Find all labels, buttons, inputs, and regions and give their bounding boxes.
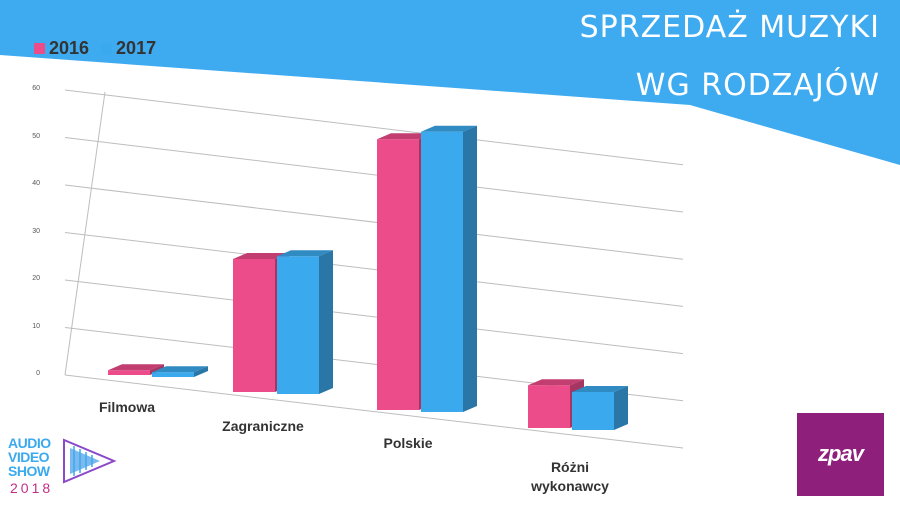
bar-side-2017-1 [319, 250, 333, 394]
bar-2017-2 [421, 131, 463, 412]
bar-2016-2 [377, 139, 419, 410]
gridline-40 [64, 184, 684, 260]
bar-2017-0 [152, 372, 194, 377]
bar-side-2017-2 [463, 125, 477, 412]
bar-top-2017-2 [421, 125, 477, 132]
chart-legend: 2016 2017 [34, 38, 156, 59]
avs-logo-line-1: AUDIO [8, 435, 51, 451]
category-label-rozni-wykonawcy: Różni wykonawcy [500, 458, 640, 496]
legend-item-2016: 2016 [34, 38, 89, 59]
bar-2016-3 [528, 385, 570, 428]
avs-logo-line-3: SHOW [8, 463, 50, 479]
gridline-50 [64, 137, 684, 213]
category-label-rozni-line1: Różni [550, 459, 590, 475]
slide-title-line-1: SPRZEDAŻ MUZYKI [579, 10, 880, 45]
category-label-polskie: Polskie [383, 435, 433, 451]
gridline-0 [64, 374, 684, 449]
bar-top-2017-3 [572, 386, 628, 392]
gridline-30 [64, 232, 684, 307]
bar-2017-1 [277, 256, 319, 394]
bar-2016-1 [233, 259, 275, 392]
avs-logo-line-2: VIDEO [8, 449, 50, 465]
audio-video-show-logo: AUDIO VIDEO SHOW 2018 [8, 434, 128, 498]
y-tick-label-30: 30 [32, 227, 40, 235]
y-tick-label-40: 40 [32, 180, 40, 187]
category-label-rozni-line2: wykonawcy [531, 478, 609, 494]
y-tick-label-10: 10 [32, 322, 40, 330]
y-tick-label-60: 60 [32, 85, 40, 92]
zpav-logo: zpav [797, 413, 884, 496]
y-tick-label-50: 50 [32, 132, 40, 140]
bar-top-2017-1 [277, 250, 333, 257]
legend-swatch-2017 [101, 43, 113, 54]
category-label-zagraniczne: Zagraniczne [222, 418, 304, 434]
y-axis-wall-line [64, 91, 106, 376]
bar-2017-3 [572, 392, 614, 430]
blue-background-shape [0, 0, 900, 165]
bar-top-2016-3 [528, 379, 584, 386]
bar-top-2016-1 [233, 253, 289, 259]
avs-logo-year: 2018 [10, 480, 54, 496]
bar-top-2016-2 [377, 133, 433, 140]
bar-side-2017-0 [194, 366, 208, 377]
play-triangle-icon [63, 438, 117, 484]
gridline-20 [64, 279, 684, 355]
legend-item-2017: 2017 [101, 38, 156, 59]
legend-label-2017: 2017 [116, 38, 157, 58]
zpav-logo-text: zpav [818, 441, 864, 466]
bar-top-2016-0 [108, 364, 164, 371]
bar-chart [64, 89, 684, 449]
y-tick-label-20: 20 [32, 275, 40, 282]
gridline-60 [64, 89, 684, 166]
bar-2016-0 [108, 370, 150, 375]
category-label-filmowa: Filmowa [98, 399, 155, 415]
y-tick-label-0: 0 [36, 370, 40, 377]
slide-title-line-2: WG RODZAJÓW [635, 68, 880, 103]
legend-swatch-2016 [34, 43, 45, 54]
bar-top-2017-0 [152, 366, 208, 373]
legend-label-2016: 2016 [49, 38, 90, 58]
bar-side-2017-3 [614, 386, 628, 430]
